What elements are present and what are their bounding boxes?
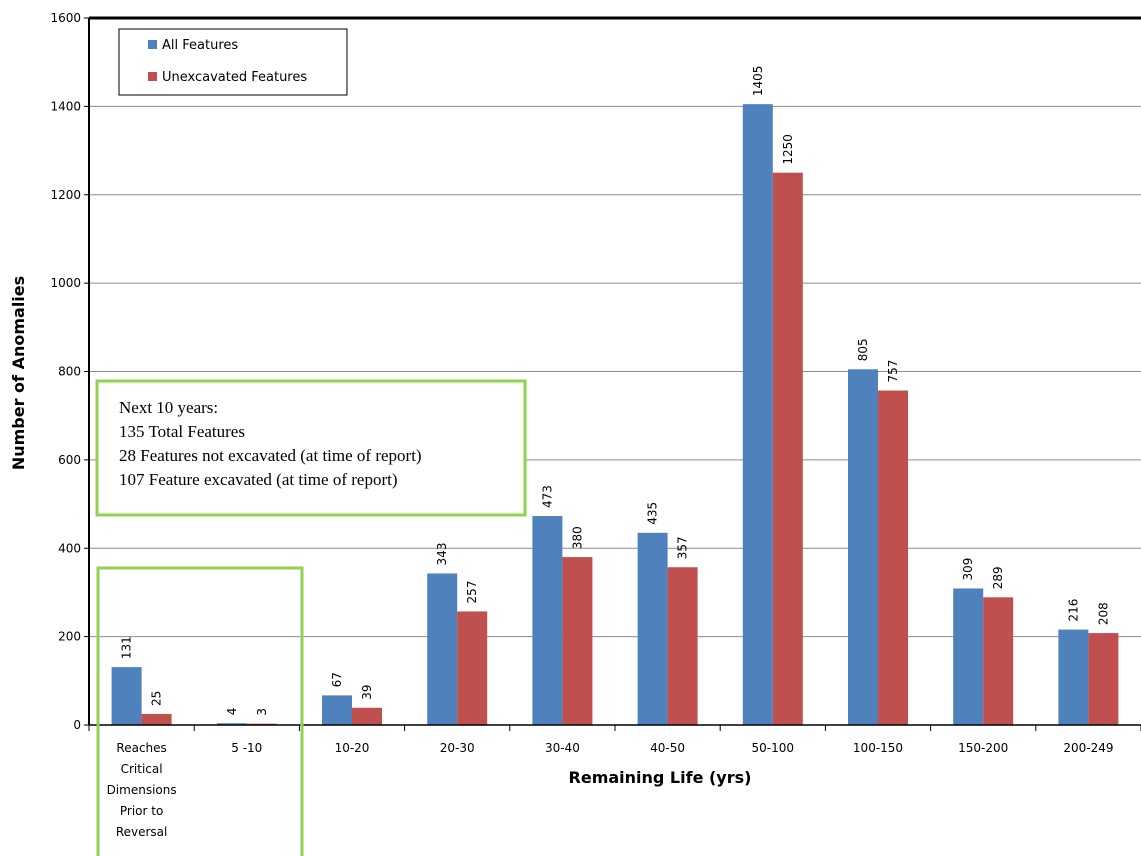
axes bbox=[88, 16, 1141, 731]
data-label: 309 bbox=[961, 558, 975, 581]
x-axis-title: Remaining Life (yrs) bbox=[569, 768, 752, 787]
annotation-line: 28 Features not excavated (at time of re… bbox=[119, 446, 422, 465]
data-label: 343 bbox=[435, 543, 449, 566]
data-label: 208 bbox=[1096, 602, 1110, 625]
legend-label-unexcavated-features: Unexcavated Features bbox=[162, 70, 307, 85]
bar-unexcavated-features bbox=[667, 567, 698, 725]
x-tick-label: 50-100 bbox=[752, 741, 795, 755]
y-tick-label: 1200 bbox=[50, 188, 81, 202]
data-label: 1250 bbox=[781, 134, 795, 165]
data-label: 289 bbox=[991, 566, 1005, 589]
data-label: 39 bbox=[360, 684, 374, 699]
x-tick-label: 200-249 bbox=[1063, 741, 1113, 755]
data-label: 257 bbox=[465, 581, 479, 604]
data-label: 1405 bbox=[751, 66, 765, 97]
x-tick-label: 100-150 bbox=[853, 741, 903, 755]
bar-all-features bbox=[742, 104, 773, 725]
legend-swatch-unexcavated-features bbox=[148, 72, 157, 81]
data-label: 131 bbox=[120, 636, 134, 659]
y-tick-label: 0 bbox=[73, 718, 81, 732]
bar-all-features bbox=[216, 723, 247, 725]
bar-all-features bbox=[322, 695, 352, 725]
bar-all-features bbox=[848, 369, 878, 725]
bar-unexcavated-features bbox=[457, 611, 488, 725]
bar-unexcavated-features bbox=[983, 597, 1014, 725]
bar-unexcavated-features bbox=[352, 707, 382, 725]
y-tick-label: 1600 bbox=[50, 11, 81, 25]
x-tick-label: Critical bbox=[121, 762, 163, 776]
data-label: 757 bbox=[886, 360, 900, 383]
x-tick-label: Prior to bbox=[120, 804, 163, 818]
x-tick-label: 30-40 bbox=[545, 741, 580, 755]
x-tick-labels: Reaches Critical Dimensions Prior to Reversa… bbox=[107, 741, 1114, 839]
data-label: 67 bbox=[330, 672, 344, 687]
bar-unexcavated-features bbox=[1088, 633, 1119, 725]
bar-unexcavated-features bbox=[878, 390, 908, 725]
legend-swatch-all-features bbox=[148, 40, 157, 49]
y-tick-label: 1000 bbox=[50, 276, 81, 290]
data-label: 473 bbox=[540, 485, 554, 508]
annotation-line: Next 10 years: bbox=[119, 398, 218, 417]
bar-all-features bbox=[427, 573, 458, 725]
legend-label-all-features: All Features bbox=[162, 38, 238, 53]
x-tick-label: 20-30 bbox=[440, 741, 475, 755]
x-tick-label: 10-20 bbox=[335, 741, 370, 755]
annotation-box: Next 10 years: 135 Total Features 28 Fea… bbox=[95, 379, 527, 517]
bar-all-features bbox=[111, 667, 142, 725]
data-label: 805 bbox=[856, 338, 870, 361]
data-label: 435 bbox=[646, 502, 660, 525]
bar-unexcavated-features bbox=[141, 713, 172, 725]
x-tick-label: Dimensions bbox=[107, 783, 177, 797]
y-tick-labels: 0 200 400 600 800 1000 1200 1400 1600 bbox=[50, 11, 81, 732]
x-tick-label: 40-50 bbox=[650, 741, 685, 755]
annotation-line: 107 Feature excavated (at time of report… bbox=[119, 470, 397, 489]
data-label: 216 bbox=[1066, 599, 1080, 622]
y-tick-label: 400 bbox=[58, 541, 81, 555]
y-tick-label: 800 bbox=[58, 365, 81, 379]
data-label: 357 bbox=[676, 536, 690, 559]
x-tick-label: Reversal bbox=[116, 825, 168, 839]
bar-unexcavated-features bbox=[562, 557, 593, 725]
y-tick-label: 200 bbox=[58, 630, 81, 644]
bars bbox=[111, 104, 1119, 725]
annotation-line: 135 Total Features bbox=[119, 422, 245, 441]
x-tick-label: 5 -10 bbox=[231, 741, 262, 755]
highlight-box bbox=[96, 566, 304, 856]
data-labels: 131 4 67 343 473 435 1405 805 309 216 25 3 39 257 380 3… bbox=[120, 66, 1111, 716]
bar-all-features bbox=[532, 515, 563, 725]
data-label: 25 bbox=[150, 691, 164, 706]
x-tick-label: 150-200 bbox=[958, 741, 1008, 755]
legend: All Features Unexcavated Features bbox=[118, 28, 348, 96]
annotation-border bbox=[95, 379, 527, 517]
bar-all-features bbox=[1058, 629, 1089, 725]
y-tick-label: 600 bbox=[58, 453, 81, 467]
y-tick-label: 1400 bbox=[50, 99, 81, 113]
bar-all-features bbox=[637, 532, 668, 725]
y-axis-title: Number of Anomalies bbox=[9, 276, 28, 470]
bar-unexcavated-features bbox=[772, 172, 803, 725]
bar-all-features bbox=[953, 588, 984, 725]
data-label: 3 bbox=[255, 708, 269, 716]
x-tick-label: Reaches bbox=[116, 741, 166, 755]
data-label: 4 bbox=[225, 708, 239, 716]
data-label: 380 bbox=[570, 526, 584, 549]
